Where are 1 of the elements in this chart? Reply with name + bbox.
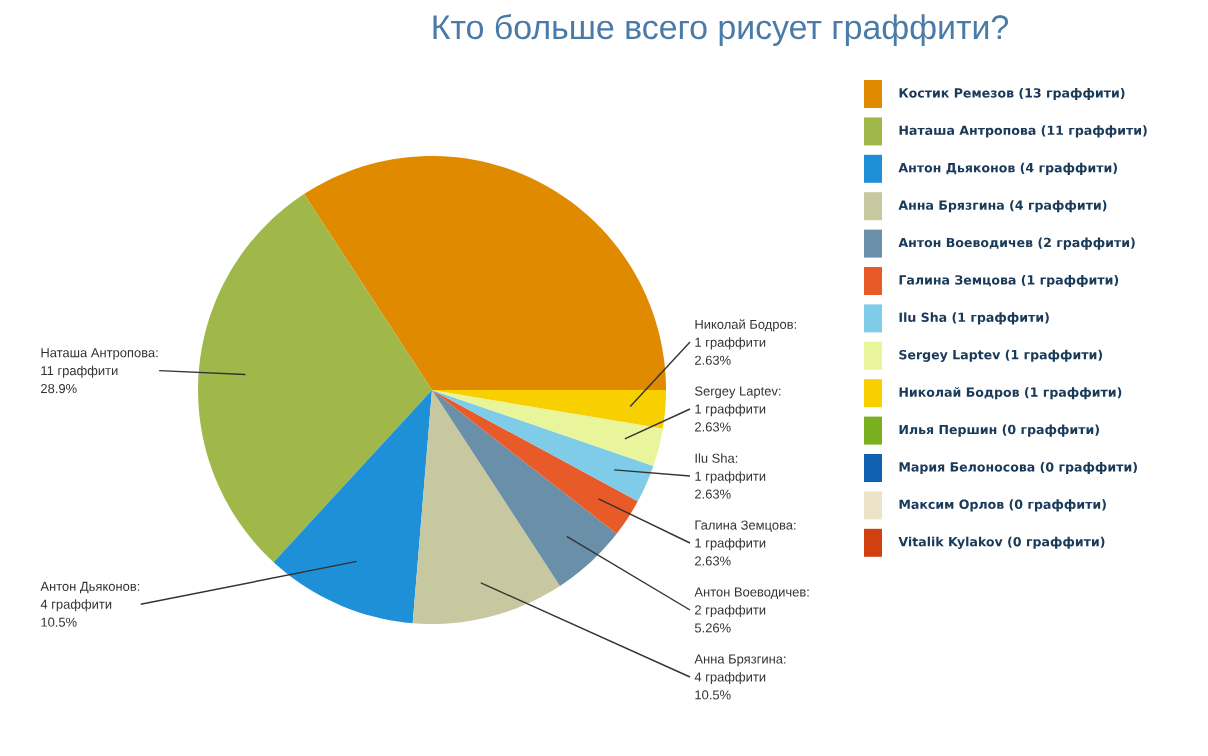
chart-title: Кто больше всего рисует граффити? — [433, 14, 1009, 46]
